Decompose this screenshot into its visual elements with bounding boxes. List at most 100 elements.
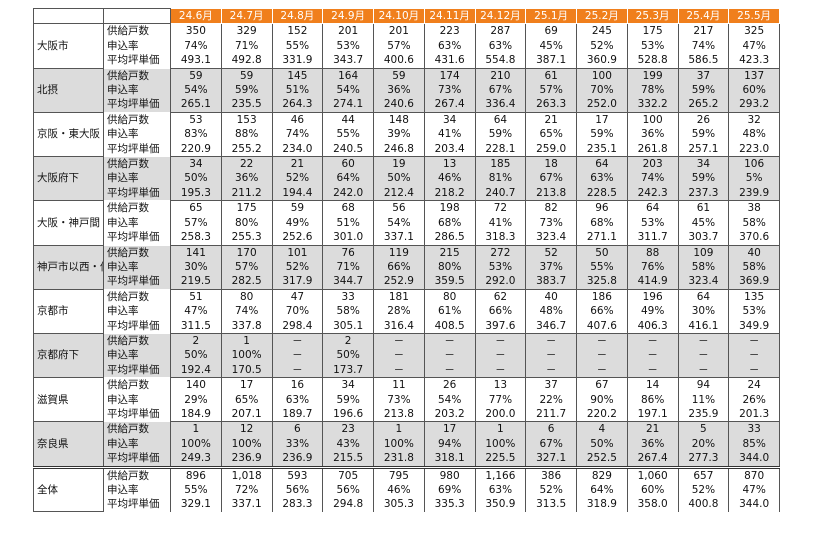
value-cell: 47%: [728, 38, 780, 54]
value-cell: 245: [576, 23, 628, 39]
metric-label: 供給戸数: [103, 421, 171, 437]
value-cell: 52%: [677, 483, 730, 498]
value-cell: 140: [170, 377, 222, 393]
data-row: 平均坪単価 329.1 337.1 283.3 294.8 305.3 335.3 350.9…: [34, 497, 780, 512]
data-table: 24.6月 24.7月 24.8月 24.9月 24.10月 24.11月 24.12月 25…: [33, 7, 780, 513]
value-cell: 52%: [525, 483, 577, 498]
value-cell: 28%: [373, 304, 425, 319]
value-cell: 369.9: [728, 274, 780, 290]
metric-label: 平均坪単価: [103, 362, 171, 378]
data-row: 申込率 30% 57% 52% 71% 66% 80% 53% 37% 55% 76% 58% 58%: [34, 259, 780, 275]
value-cell: 408.5: [423, 318, 476, 334]
value-cell: 223.0: [728, 141, 780, 157]
value-cell: 73%: [423, 83, 476, 98]
value-cell: 17: [576, 111, 628, 128]
value-cell: 343.7: [322, 53, 374, 69]
value-cell: 272: [474, 244, 527, 260]
value-cell: －: [373, 362, 425, 378]
metric-label: 供給戸数: [103, 200, 171, 216]
value-cell: 152: [271, 23, 324, 39]
value-cell: 259.0: [525, 141, 577, 157]
value-cell: 225.5: [474, 451, 527, 468]
value-cell: 59%: [576, 127, 628, 142]
value-cell: 96: [576, 200, 628, 216]
value-cell: 50%: [322, 348, 374, 363]
value-cell: 185: [474, 156, 527, 172]
value-cell: 44: [322, 111, 374, 128]
data-row: 平均坪単価 192.4 170.5 － 173.7 －－－－－－－－: [34, 362, 780, 378]
value-cell: 184.9: [170, 406, 222, 422]
value-cell: 231.8: [373, 451, 425, 468]
metric-label: 申込率: [103, 127, 171, 142]
value-cell: 170.5: [220, 362, 273, 378]
value-cell: 301.0: [322, 230, 374, 245]
value-cell: 21: [271, 156, 324, 172]
value-cell: 48%: [728, 127, 780, 142]
value-cell: 64%: [322, 171, 374, 186]
data-row: 申込率 74% 71% 55% 53% 57% 63% 63% 45% 52% 53% 74% 47%: [34, 38, 780, 54]
metric-label: 供給戸数: [103, 112, 171, 128]
value-cell: 234.0: [271, 141, 324, 157]
value-cell: 263.3: [525, 97, 577, 113]
value-cell: 73%: [525, 215, 577, 231]
value-cell: 71%: [220, 38, 273, 54]
value-cell: 119: [373, 244, 425, 260]
value-cell: 50%: [170, 171, 222, 186]
value-cell: 203.4: [423, 141, 476, 157]
value-cell: 1,166: [474, 465, 527, 483]
data-row: 大阪・神戸間 供給戸数 65 175 59 68 56 198 72 82 96 64 61 38: [33, 200, 780, 246]
value-cell: 59: [271, 200, 324, 216]
value-cell: 65%: [525, 127, 577, 142]
value-cell: 68%: [576, 215, 628, 231]
month-header: 24.6月: [170, 7, 222, 25]
value-cell: 67: [576, 377, 628, 393]
value-cell: 5%: [728, 171, 780, 186]
value-cell: 593: [271, 465, 324, 483]
month-header: 24.10月: [373, 7, 425, 25]
metric-label: 供給戸数: [103, 68, 171, 84]
value-cell: 223: [423, 23, 476, 39]
value-cell: 13: [474, 377, 527, 393]
value-cell: 47%: [728, 483, 780, 498]
value-cell: 493.1: [170, 53, 222, 69]
value-cell: 329: [220, 23, 273, 39]
value-cell: －: [373, 332, 425, 349]
value-cell: 11%: [677, 392, 730, 407]
value-cell: 323.4: [677, 274, 730, 290]
value-cell: －: [626, 332, 679, 349]
value-cell: 2: [322, 332, 374, 349]
value-cell: 56%: [271, 483, 324, 498]
value-cell: 18: [525, 156, 577, 172]
value-cell: 335.3: [423, 497, 476, 512]
value-cell: 255.2: [220, 141, 273, 157]
region-name: 滋賀県: [33, 377, 104, 423]
month-header: 24.8月: [271, 7, 324, 25]
metric-label: 平均坪単価: [103, 97, 171, 113]
value-cell: 17: [220, 377, 273, 393]
value-cell: 350: [170, 23, 222, 39]
value-cell: 50%: [373, 171, 425, 186]
metric-label: 平均坪単価: [103, 53, 171, 69]
value-cell: 80%: [423, 259, 476, 275]
value-cell: 336.4: [474, 97, 527, 113]
value-cell: －: [474, 332, 527, 349]
value-cell: 58%: [677, 259, 730, 275]
data-row: 京阪・東大阪 供給戸数 53 153 46 44 148 34 64 21 17 100 26 32: [33, 111, 780, 158]
value-cell: －: [677, 348, 730, 363]
value-cell: 33: [322, 288, 374, 305]
value-cell: 203: [626, 156, 679, 172]
value-cell: 1: [170, 421, 222, 437]
value-cell: 60%: [728, 83, 780, 98]
value-cell: 215: [423, 244, 476, 260]
value-cell: 311.5: [170, 318, 222, 334]
value-cell: 257.1: [677, 141, 730, 157]
value-cell: 46%: [373, 483, 425, 498]
value-cell: 211.2: [220, 185, 273, 201]
data-row: 全体 供給戸数 896 1,018 593 705 795 980 1,166 386 829 1,0…: [33, 465, 780, 513]
value-cell: 311.7: [626, 230, 679, 245]
value-cell: 41%: [474, 215, 527, 231]
value-cell: 62: [474, 288, 527, 305]
data-row: 京都市 供給戸数 51 80 47 33 181 80 62 40 186 196 64 135: [33, 288, 780, 334]
value-cell: 36%: [626, 127, 679, 142]
